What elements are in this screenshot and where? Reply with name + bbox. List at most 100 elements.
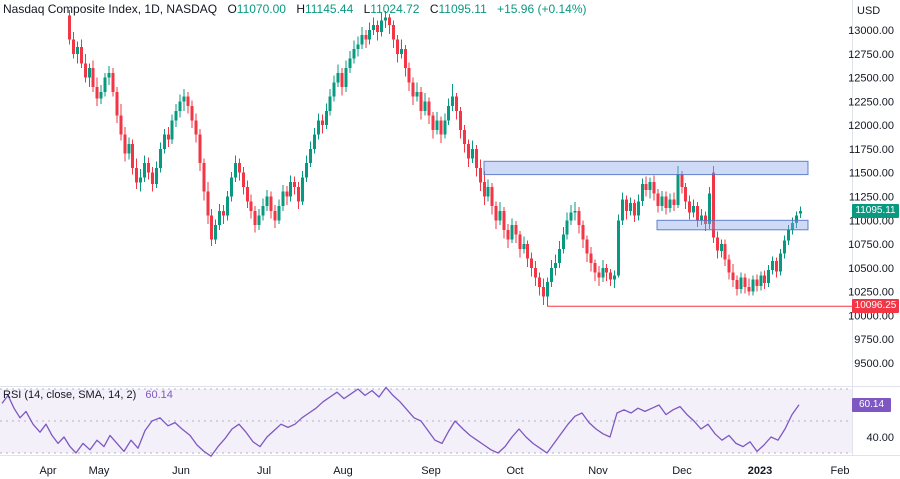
candle — [652, 182, 656, 194]
candle — [723, 244, 727, 260]
candle — [727, 259, 731, 273]
candle — [553, 263, 557, 268]
candle — [577, 210, 581, 226]
candle — [237, 163, 241, 173]
candle — [273, 210, 277, 221]
candle — [387, 17, 391, 26]
time-axis-label: May — [89, 465, 110, 477]
candle — [490, 187, 494, 206]
candle — [715, 237, 719, 251]
price-axis[interactable]: USD 13000.00 12750.00 12500.00 12250.00 12000… — [848, 5, 894, 444]
candle — [391, 25, 395, 40]
candle — [261, 206, 265, 216]
time-axis-label: Jul — [257, 465, 271, 477]
candle — [269, 196, 273, 211]
candle — [139, 177, 143, 183]
rsi-tick-label: 40.00 — [866, 432, 894, 444]
candle — [340, 72, 344, 88]
candle — [534, 267, 538, 278]
high-label: H — [296, 2, 305, 16]
candle — [549, 267, 553, 283]
candle — [625, 199, 628, 211]
candle — [759, 275, 763, 286]
candle — [344, 68, 348, 88]
candle — [435, 120, 439, 130]
candle — [202, 163, 206, 192]
candle — [245, 187, 249, 202]
candles-layer — [68, 10, 802, 307]
candle — [526, 244, 530, 259]
candle — [309, 148, 312, 164]
candle — [68, 15, 71, 40]
candle — [672, 199, 676, 206]
candle — [305, 163, 308, 178]
candle — [107, 72, 111, 78]
candle — [281, 191, 285, 206]
candle — [518, 234, 522, 249]
candle — [72, 39, 75, 54]
candle — [143, 163, 147, 178]
time-axis-label: Aug — [333, 465, 353, 477]
symbol-legend[interactable]: Nasdaq Composite Index, 1D, NASDAQ O1107… — [3, 2, 587, 16]
candle — [166, 134, 170, 140]
candle — [747, 286, 751, 292]
candle — [214, 225, 218, 240]
price-zone-rect[interactable] — [656, 219, 809, 231]
candle — [621, 199, 624, 221]
rsi-value: 60.14 — [145, 389, 173, 401]
candle — [103, 77, 107, 92]
candle — [767, 269, 771, 284]
candle — [711, 172, 715, 238]
candle — [640, 184, 644, 202]
candle — [186, 96, 190, 107]
candle — [597, 272, 601, 278]
time-axis-label: Feb — [831, 465, 850, 477]
candle — [530, 258, 534, 268]
candle — [297, 187, 301, 202]
candle — [364, 34, 368, 40]
candle — [664, 196, 668, 208]
candle — [356, 44, 360, 50]
time-axis[interactable]: Apr May Jun Jul Aug Sep Oct Nov Dec 2023 Feb — [39, 465, 849, 477]
candle — [439, 120, 443, 135]
price-tick-label: 11000.00 — [849, 215, 894, 227]
candle — [668, 199, 672, 208]
candle — [198, 134, 202, 164]
candle — [411, 82, 415, 97]
candle — [613, 275, 617, 280]
candle — [486, 187, 490, 197]
candle — [680, 174, 684, 187]
candle — [798, 211, 802, 214]
symbol-title: Nasdaq Composite Index, 1D, NASDAQ — [3, 2, 218, 16]
candle — [771, 261, 775, 270]
candle — [111, 72, 115, 92]
change-value: +15.96 (+0.14%) — [497, 2, 587, 16]
candle — [190, 106, 194, 121]
candle — [707, 193, 711, 224]
candle — [352, 49, 356, 59]
candle — [569, 212, 573, 221]
candle — [403, 49, 407, 68]
candle — [696, 206, 700, 221]
candle — [336, 72, 340, 83]
candle — [320, 120, 324, 126]
open-label: O — [227, 2, 237, 16]
candle — [632, 203, 636, 216]
price-tick-label: 10000.00 — [848, 310, 894, 322]
time-axis-label: 2023 — [748, 465, 772, 477]
candle — [119, 115, 123, 135]
candle — [688, 201, 692, 213]
price-zone-rect[interactable] — [483, 160, 809, 176]
candle — [384, 17, 387, 21]
candle — [328, 96, 332, 111]
candle — [194, 120, 198, 135]
last-price-badge: 11095.11 — [852, 204, 899, 218]
candle — [684, 187, 688, 202]
candle — [790, 223, 794, 230]
candle — [779, 253, 782, 272]
candle — [178, 101, 182, 111]
time-axis-label: Nov — [588, 465, 608, 477]
candle — [218, 210, 222, 226]
rsi-legend[interactable]: RSI (14, close, SMA, 14, 2) 60.14 — [3, 389, 173, 401]
